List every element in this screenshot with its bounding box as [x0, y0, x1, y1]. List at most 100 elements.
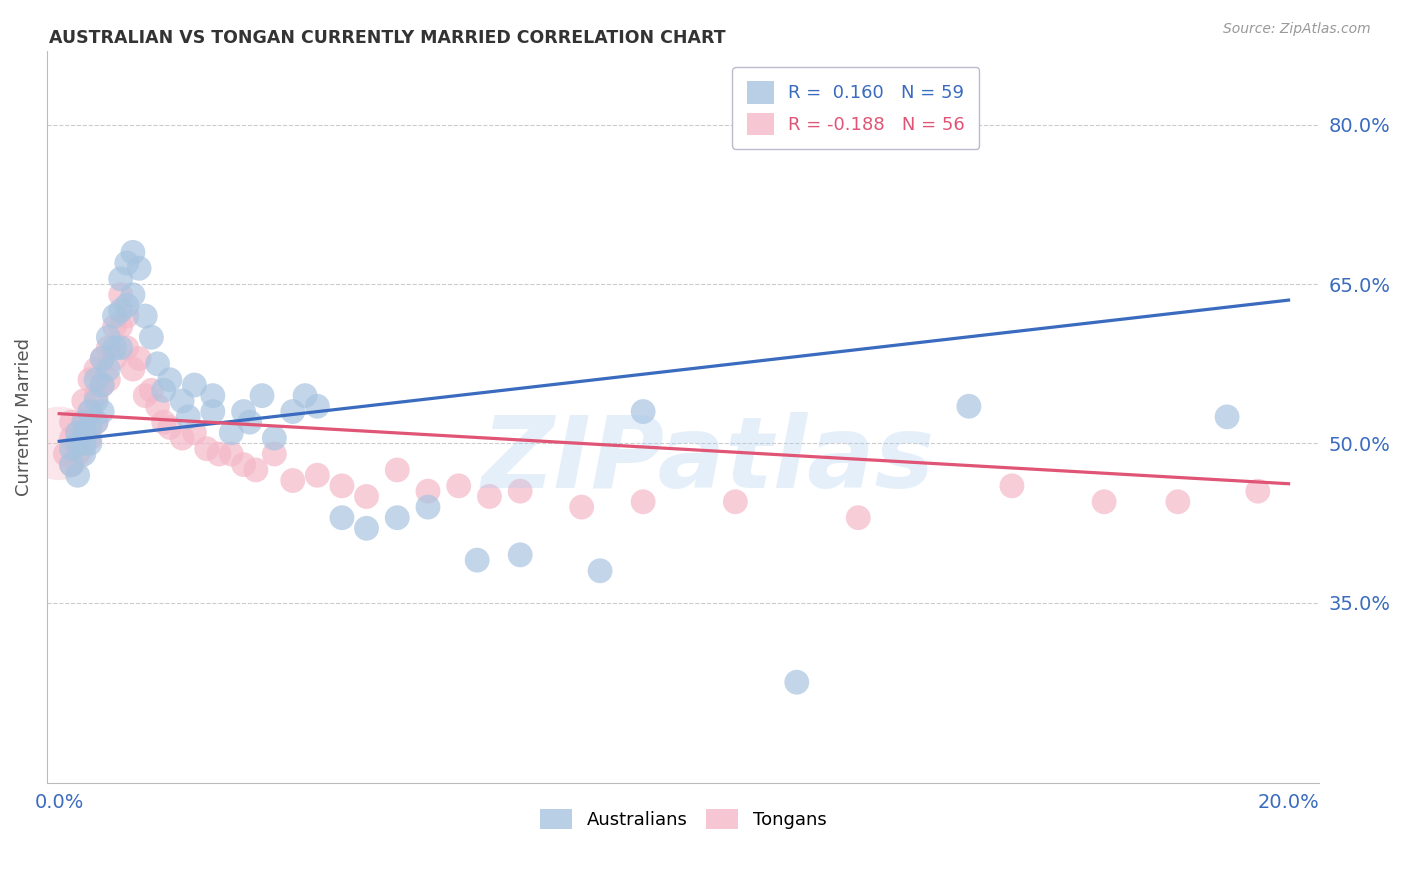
Point: [195, 442, 218, 456]
Point: [221, 447, 243, 461]
Point: [73, 447, 96, 461]
Point: [1216, 409, 1239, 424]
Point: [509, 548, 531, 562]
Point: [115, 256, 138, 270]
Point: [1247, 484, 1270, 499]
Point: [110, 303, 132, 318]
Point: [146, 399, 169, 413]
Point: [79, 404, 101, 418]
Point: [60, 458, 83, 472]
Point: [66, 468, 89, 483]
Point: [84, 373, 107, 387]
Point: [177, 409, 200, 424]
Point: [465, 553, 488, 567]
Point: [159, 373, 181, 387]
Point: [201, 404, 224, 418]
Point: [245, 463, 267, 477]
Point: [91, 351, 114, 366]
Point: [631, 404, 654, 418]
Point: [97, 330, 120, 344]
Point: [60, 431, 83, 445]
Point: [84, 415, 107, 429]
Point: [183, 378, 205, 392]
Point: [1167, 495, 1189, 509]
Text: Source: ZipAtlas.com: Source: ZipAtlas.com: [1223, 22, 1371, 37]
Point: [221, 425, 243, 440]
Point: [73, 415, 96, 429]
Point: [172, 431, 194, 445]
Point: [79, 404, 101, 418]
Point: [115, 298, 138, 312]
Point: [152, 415, 174, 429]
Point: [103, 341, 125, 355]
Point: [183, 425, 205, 440]
Point: [97, 362, 120, 376]
Point: [846, 510, 869, 524]
Point: [73, 393, 96, 408]
Point: [509, 484, 531, 499]
Point: [128, 261, 150, 276]
Point: [110, 272, 132, 286]
Point: [53, 447, 76, 461]
Point: [478, 490, 501, 504]
Point: [79, 373, 101, 387]
Point: [84, 389, 107, 403]
Point: [115, 341, 138, 355]
Point: [60, 415, 83, 429]
Point: [281, 474, 304, 488]
Point: [48, 436, 70, 450]
Point: [60, 458, 83, 472]
Text: ZIPatlas: ZIPatlas: [482, 412, 935, 509]
Point: [66, 436, 89, 450]
Point: [91, 351, 114, 366]
Point: [122, 245, 145, 260]
Point: [84, 393, 107, 408]
Point: [356, 521, 378, 535]
Point: [110, 319, 132, 334]
Point: [294, 389, 316, 403]
Point: [103, 309, 125, 323]
Point: [66, 425, 89, 440]
Point: [134, 389, 156, 403]
Point: [122, 287, 145, 301]
Point: [724, 495, 747, 509]
Point: [159, 420, 181, 434]
Point: [416, 500, 439, 514]
Point: [91, 404, 114, 418]
Point: [307, 468, 329, 483]
Point: [232, 458, 254, 472]
Point: [115, 309, 138, 323]
Point: [84, 362, 107, 376]
Point: [128, 351, 150, 366]
Point: [141, 330, 163, 344]
Point: [66, 447, 89, 461]
Point: [97, 373, 120, 387]
Point: [201, 389, 224, 403]
Point: [66, 425, 89, 440]
Point: [97, 341, 120, 355]
Point: [387, 510, 409, 524]
Point: [356, 490, 378, 504]
Point: [1092, 495, 1115, 509]
Point: [172, 393, 194, 408]
Point: [631, 495, 654, 509]
Point: [84, 415, 107, 429]
Point: [79, 436, 101, 450]
Point: [134, 309, 156, 323]
Point: [208, 447, 231, 461]
Point: [122, 362, 145, 376]
Point: [1001, 479, 1024, 493]
Point: [281, 404, 304, 418]
Point: [73, 425, 96, 440]
Point: [91, 378, 114, 392]
Point: [589, 564, 612, 578]
Point: [571, 500, 593, 514]
Point: [416, 484, 439, 499]
Point: [73, 415, 96, 429]
Point: [152, 384, 174, 398]
Point: [79, 420, 101, 434]
Point: [263, 447, 285, 461]
Point: [232, 404, 254, 418]
Point: [146, 357, 169, 371]
Point: [239, 415, 262, 429]
